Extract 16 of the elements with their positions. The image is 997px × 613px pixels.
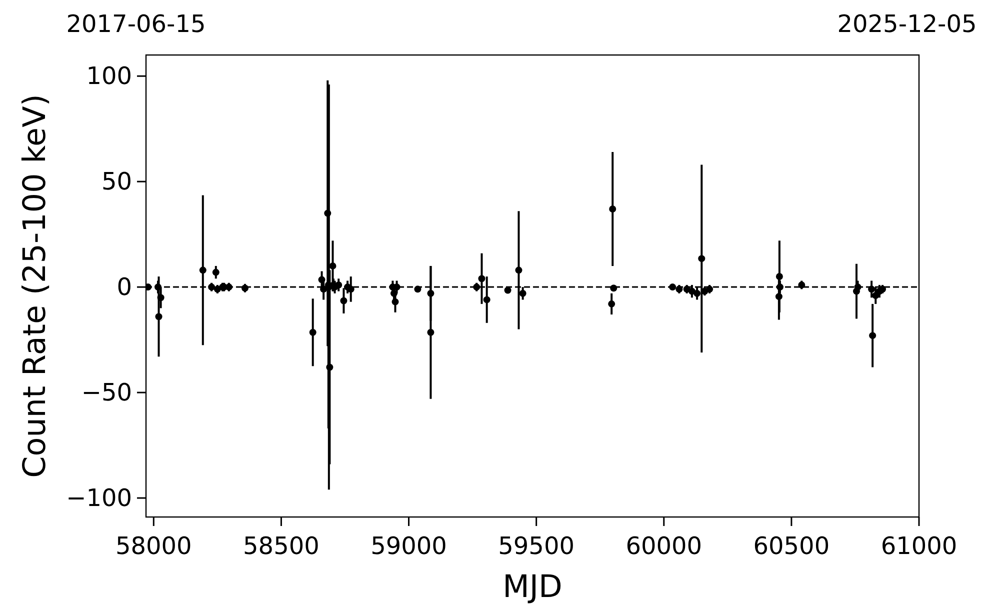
y-tick-label: −50 [81, 378, 132, 407]
x-tick-label: 61000 [880, 532, 958, 560]
y-tick-label: −100 [66, 484, 132, 512]
y-axis-title: Count Rate (25-100 keV) [17, 94, 53, 478]
x-tick-label: 60000 [626, 532, 702, 560]
text: 2025-12-05 [837, 10, 977, 38]
x-tick-label: 58000 [115, 532, 192, 560]
y-tick-label: 50 [101, 168, 132, 196]
x-tick-label: 59500 [498, 532, 575, 560]
x-tick-label: 60500 [753, 532, 830, 560]
y-tick-label: 0 [116, 273, 132, 302]
x-axis-title: MJD [502, 569, 562, 605]
text: 2017-06-15 [66, 10, 206, 38]
x-tick-label: 58500 [243, 532, 320, 560]
y-tick-label: 100 [86, 62, 132, 90]
x-tick-label: 59000 [370, 532, 447, 560]
